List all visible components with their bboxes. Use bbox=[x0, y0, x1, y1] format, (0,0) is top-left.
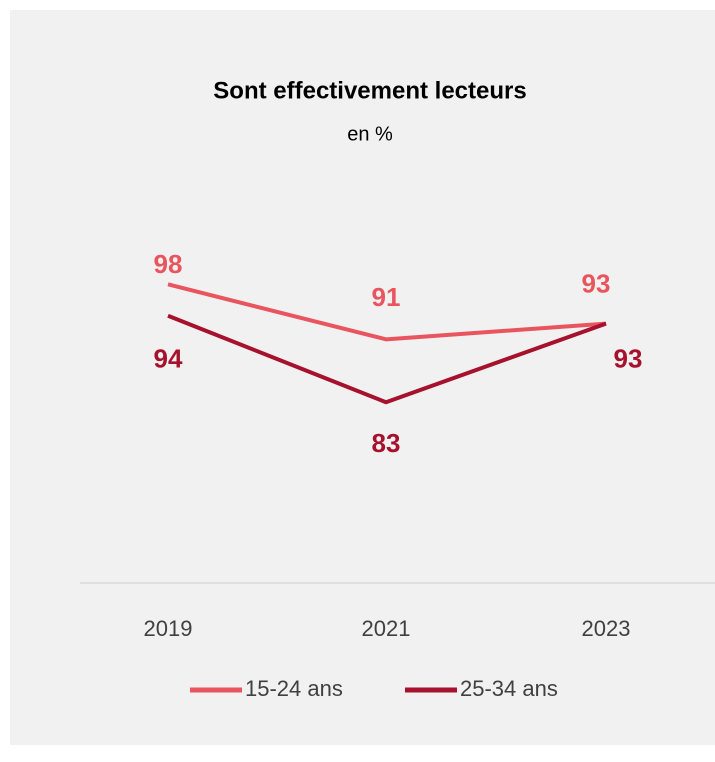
legend-label: 25-34 ans bbox=[460, 676, 558, 701]
chart-subtitle: en % bbox=[347, 123, 393, 145]
x-tick-label: 2019 bbox=[144, 616, 193, 641]
data-label: 91 bbox=[372, 282, 401, 312]
series-line bbox=[167, 313, 607, 405]
x-tick-label: 2023 bbox=[582, 616, 631, 641]
data-label: 83 bbox=[372, 428, 401, 458]
data-label: 94 bbox=[154, 344, 183, 374]
x-tick-label: 2021 bbox=[362, 616, 411, 641]
data-label: 93 bbox=[614, 343, 643, 373]
data-label: 98 bbox=[154, 249, 183, 279]
chart-title: Sont effectivement lecteurs bbox=[213, 77, 526, 104]
data-label: 93 bbox=[582, 268, 611, 298]
series-line bbox=[167, 282, 607, 342]
legend-label: 15-24 ans bbox=[245, 676, 343, 701]
chart-background bbox=[10, 10, 715, 745]
